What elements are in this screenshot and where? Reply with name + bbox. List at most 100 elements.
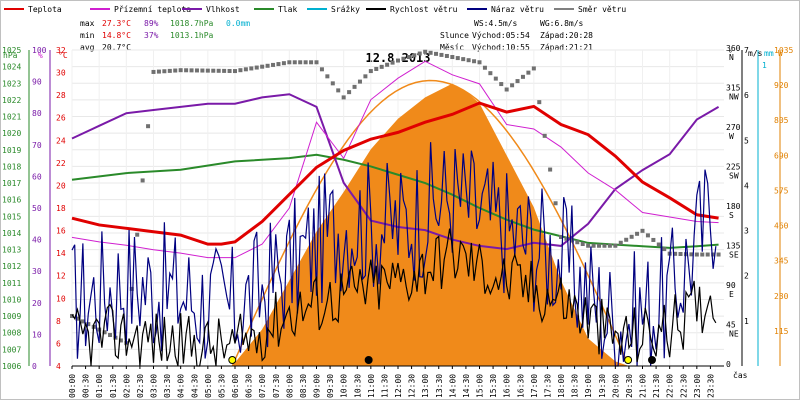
time-tick: 18:30 bbox=[571, 374, 580, 398]
wind-dir-point bbox=[640, 228, 645, 233]
stat-max-temp: 27.3°C bbox=[102, 19, 131, 28]
c-tick: 12 bbox=[56, 272, 66, 281]
dir-tick: 0 bbox=[726, 360, 731, 369]
time-tick: 17:00 bbox=[530, 374, 539, 398]
wind-dir-point bbox=[216, 68, 221, 73]
wind-dir-point bbox=[194, 68, 199, 73]
wind-dir-point bbox=[330, 81, 335, 86]
wind-dir-point bbox=[205, 68, 210, 73]
pct-tick: 80 bbox=[32, 109, 42, 118]
wind-dir-point bbox=[135, 232, 140, 237]
time-tick: 01:00 bbox=[95, 374, 104, 398]
wind-dir-point bbox=[368, 69, 373, 74]
hpa-tick: 1007 bbox=[2, 345, 21, 354]
wind-dir-point bbox=[265, 63, 270, 68]
wind-dir-point bbox=[597, 243, 602, 248]
wind-dir-point bbox=[455, 56, 460, 61]
stat-avg-temp: 20.7°C bbox=[102, 43, 131, 52]
wind-dir-point bbox=[227, 68, 232, 73]
wind-dir-point bbox=[189, 68, 194, 73]
wind-dir-point bbox=[531, 66, 536, 71]
c-tick: 10 bbox=[56, 294, 66, 303]
stat-max-label: max bbox=[80, 19, 95, 28]
hpa-tick: 1017 bbox=[2, 179, 21, 188]
wind-dir-point bbox=[396, 58, 400, 63]
svg-text:Rychlost větru: Rychlost větru bbox=[390, 5, 458, 14]
dir-tick: 135 bbox=[726, 242, 741, 251]
w-tick: 345 bbox=[774, 257, 789, 266]
pct-tick: 90 bbox=[32, 78, 42, 87]
wind-dir-point bbox=[711, 252, 716, 257]
dir-tick: 270 bbox=[726, 123, 741, 132]
deg-unit: ° bbox=[728, 49, 733, 58]
time-tick: 16:00 bbox=[503, 374, 512, 398]
wind-gust-line bbox=[71, 142, 717, 367]
time-tick: 10:30 bbox=[353, 374, 362, 398]
hpa-tick: 1006 bbox=[2, 362, 21, 371]
solar-theoretical-line bbox=[231, 79, 627, 367]
sunrise-marker bbox=[228, 356, 237, 364]
wind-dir-point bbox=[673, 251, 678, 256]
wind-dir-point bbox=[482, 65, 487, 70]
w-tick: 575 bbox=[774, 186, 789, 195]
dir-tick: 90 bbox=[726, 281, 736, 290]
c-tick: 20 bbox=[56, 181, 66, 190]
wind-dir-point bbox=[542, 133, 547, 138]
wind-dir-point bbox=[477, 60, 482, 65]
wind-dir-point bbox=[173, 68, 178, 73]
wind-dir-point bbox=[80, 319, 85, 324]
ms-tick: 3 bbox=[744, 227, 749, 236]
time-tick: 07:30 bbox=[272, 374, 281, 398]
c-tick: 14 bbox=[56, 249, 66, 258]
c-tick: 26 bbox=[56, 114, 66, 123]
time-tick: 08:00 bbox=[285, 374, 294, 398]
stat-min-press: 1013.1hPa bbox=[170, 31, 214, 40]
wind-dir-point bbox=[428, 50, 433, 55]
wind-dir-point bbox=[613, 243, 618, 248]
dir-tick-label: S bbox=[729, 211, 734, 220]
time-tick: 07:00 bbox=[258, 374, 267, 398]
wind-dir-point bbox=[515, 79, 520, 84]
time-tick: 21:00 bbox=[639, 374, 648, 398]
wind-dir-point bbox=[303, 60, 308, 65]
dir-tick: 180 bbox=[726, 202, 741, 211]
wind-dir-point bbox=[249, 66, 254, 71]
hpa-tick: 1025 bbox=[2, 46, 21, 55]
time-tick: 22:30 bbox=[679, 374, 688, 398]
dir-tick-label: NW bbox=[729, 93, 739, 102]
wind-dir-point bbox=[651, 237, 656, 242]
wind-dir-point bbox=[118, 338, 123, 343]
wind-dir-point bbox=[493, 76, 498, 81]
time-tick: 05:30 bbox=[217, 374, 226, 398]
time-tick: 20:30 bbox=[625, 374, 634, 398]
stat-min-temp: 14.8°C bbox=[102, 31, 131, 40]
wind-dir-point bbox=[575, 240, 580, 245]
stat-min-hum: 37% bbox=[144, 31, 159, 40]
wind-dir-point bbox=[184, 68, 189, 73]
time-tick: 17:30 bbox=[543, 374, 552, 398]
wind-dir-point bbox=[559, 234, 563, 239]
w-tick: 460 bbox=[774, 222, 789, 231]
time-tick: 20:00 bbox=[611, 374, 620, 398]
hpa-tick: 1008 bbox=[2, 329, 21, 338]
w-tick: 230 bbox=[774, 292, 789, 301]
w-tick: 920 bbox=[774, 81, 789, 90]
time-tick: 11:00 bbox=[367, 374, 376, 398]
w-tick: 690 bbox=[774, 151, 789, 160]
stat-max-press: 1018.7hPa bbox=[170, 19, 214, 28]
wind-dir-point bbox=[412, 53, 417, 58]
time-tick: 03:30 bbox=[163, 374, 172, 398]
wind-dir-point bbox=[341, 95, 346, 100]
wind-dir-point bbox=[434, 51, 439, 56]
wind-dir-point bbox=[75, 316, 80, 321]
wind-dir-point bbox=[319, 67, 324, 72]
legend-smer: Směr větru bbox=[554, 5, 626, 14]
time-axis: 00:00 00:30 01:00 01:30 02:00 02:30 03:00 03:30… bbox=[68, 365, 724, 398]
pct-tick: 70 bbox=[32, 141, 42, 150]
time-tick: 03:00 bbox=[150, 374, 159, 398]
time-tick: 02:30 bbox=[136, 374, 145, 398]
svg-text:Srážky: Srážky bbox=[331, 5, 360, 14]
wind-dir-point bbox=[607, 243, 612, 248]
c-tick: 32 bbox=[56, 46, 66, 55]
wind-dir-point bbox=[325, 74, 330, 79]
